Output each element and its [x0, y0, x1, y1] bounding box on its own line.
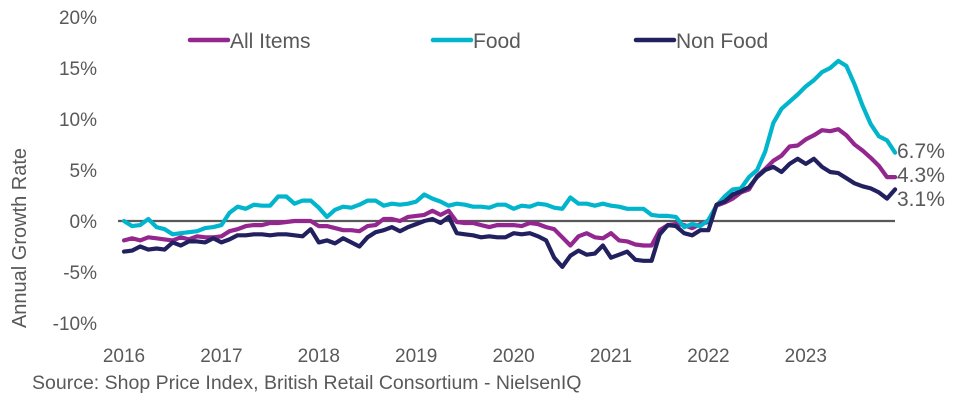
y-tick-label: -10%	[53, 314, 97, 335]
y-tick-label: 5%	[70, 161, 98, 182]
y-tick-label: 15%	[59, 59, 97, 80]
x-tick-label: 2017	[200, 346, 242, 367]
legend: All Items Food Non Food	[187, 30, 768, 53]
y-tick-label: 20%	[59, 8, 97, 29]
source-note: Source: Shop Price Index, British Retail…	[32, 372, 582, 394]
end-label-all-items: 4.3%	[897, 164, 945, 187]
series-line-all-items	[121, 127, 898, 248]
series-layer	[121, 58, 898, 269]
y-tick-label: 0%	[70, 212, 98, 233]
series-line-non-food	[121, 156, 898, 269]
end-label-food: 6.7%	[897, 140, 945, 163]
x-tick-label: 2020	[492, 346, 534, 367]
legend-item: All Items	[187, 30, 311, 53]
x-tick-label: 2018	[298, 346, 340, 367]
x-tick-label: 2022	[687, 346, 729, 367]
y-axis-label: Annual Growth Rate	[9, 148, 31, 328]
legend-item: Non Food	[633, 30, 768, 53]
legend-item: Food	[430, 30, 521, 53]
end-labels: 6.7%4.3%3.1%	[897, 140, 945, 211]
x-tick-label: 2019	[395, 346, 437, 367]
y-axis: 20% 15% 10% 5% 0% -5% -10%	[53, 8, 97, 335]
end-label-non-food: 3.1%	[897, 188, 945, 211]
y-tick-label: 10%	[59, 110, 97, 131]
y-tick-label: -5%	[63, 263, 97, 284]
x-tick-label: 2021	[590, 346, 632, 367]
series-line-food	[121, 58, 898, 237]
x-tick-label: 2023	[785, 346, 827, 367]
legend-label: Non Food	[676, 30, 768, 53]
x-axis: 2016 2017 2018 2019 2020 2021 2022 2023	[103, 346, 827, 367]
legend-label: All Items	[230, 30, 311, 53]
legend-label: Food	[473, 30, 521, 53]
x-tick-label: 2016	[103, 346, 145, 367]
